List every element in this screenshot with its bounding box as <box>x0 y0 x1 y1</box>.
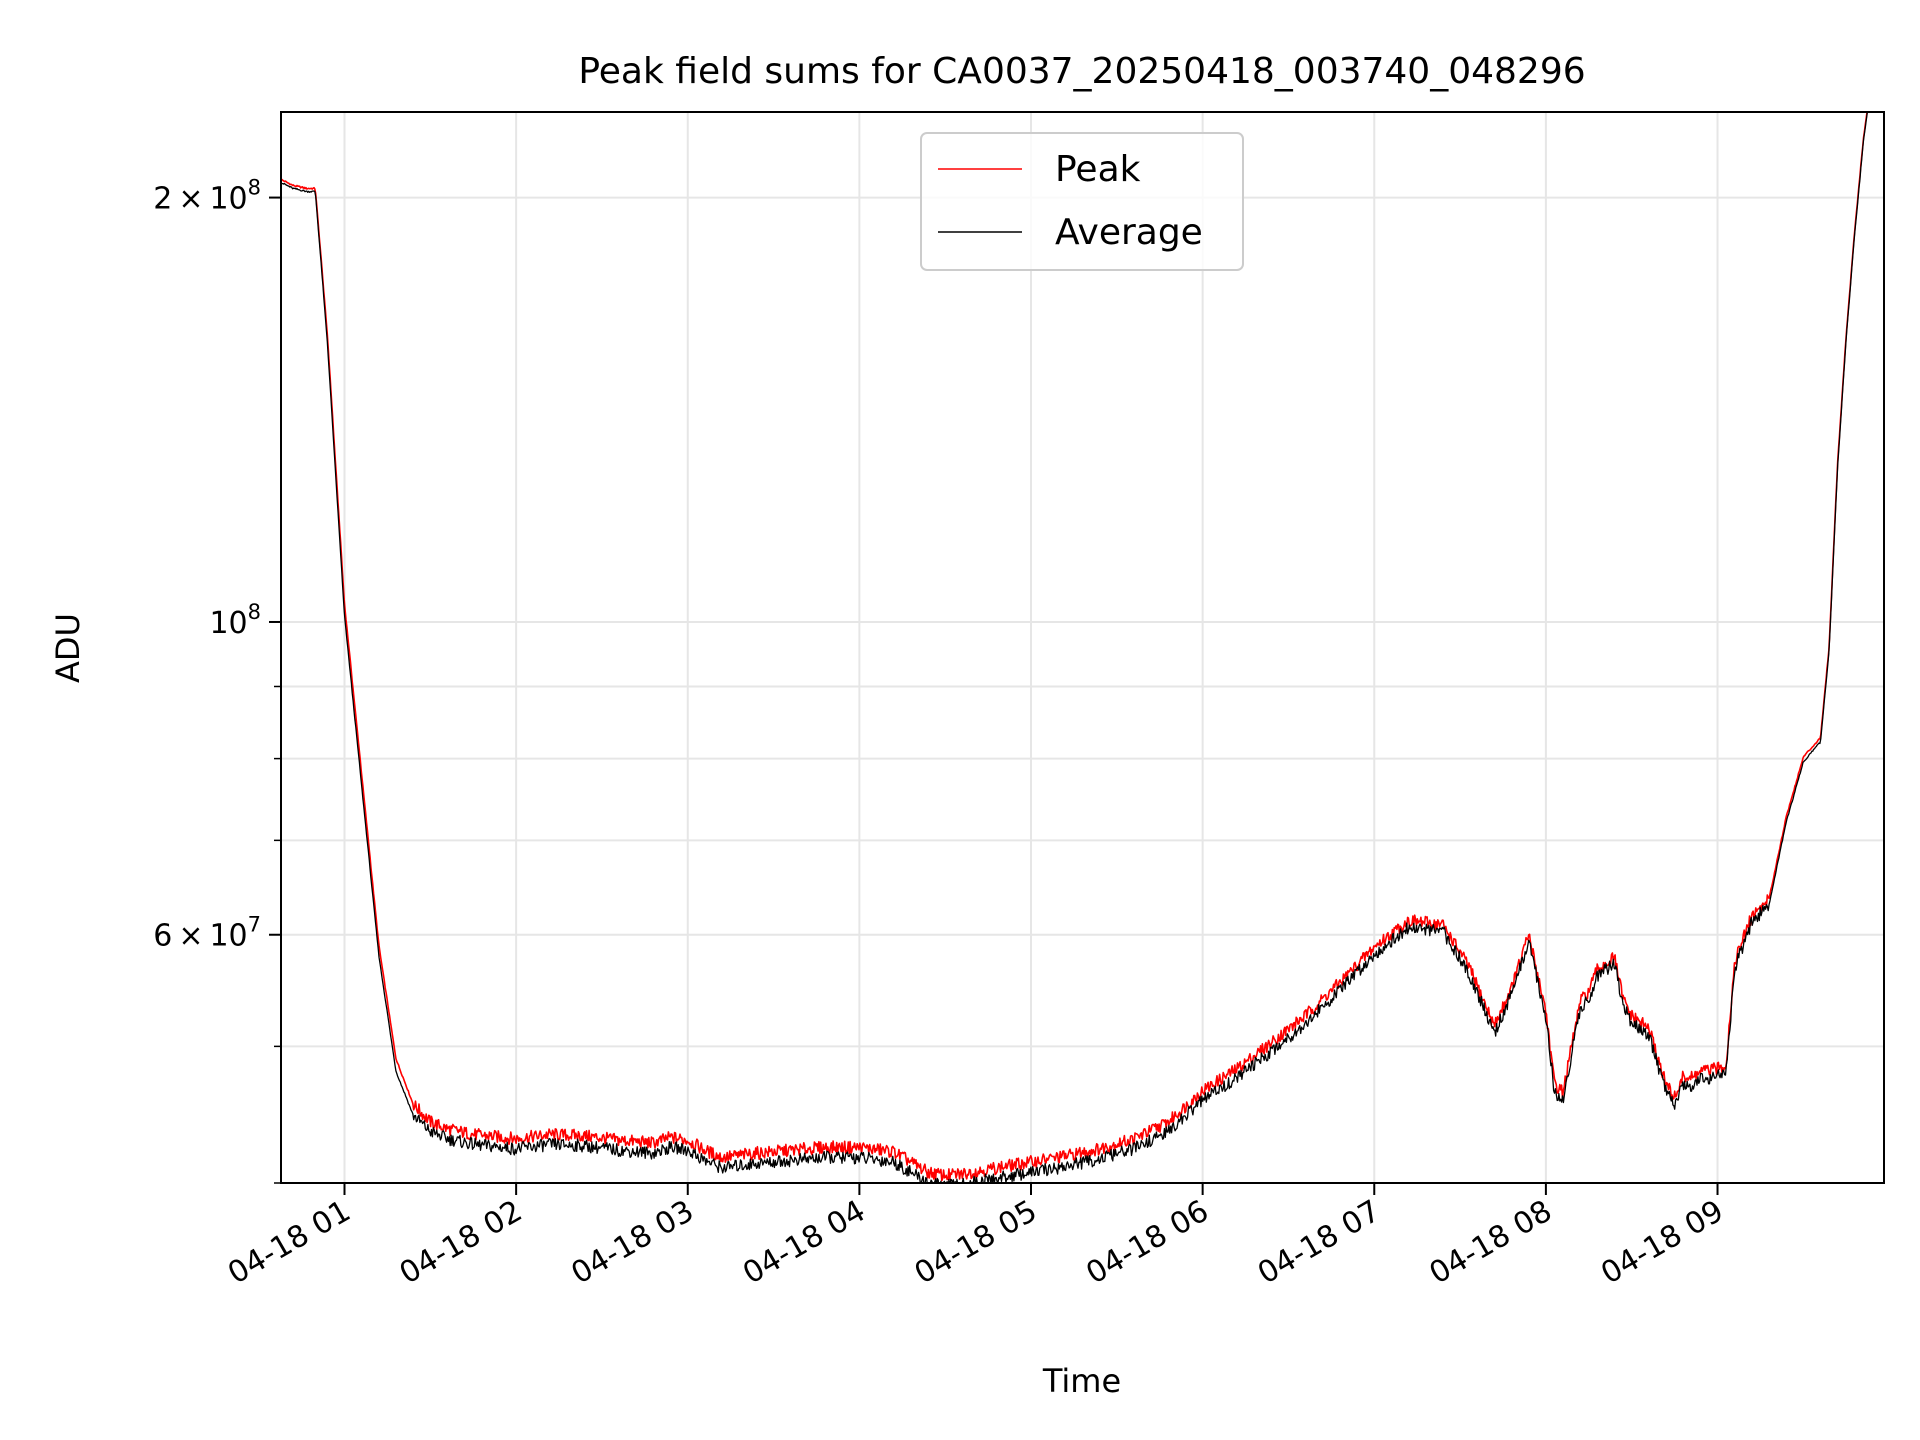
series-line-average <box>281 112 1869 1183</box>
legend: Peak Average <box>920 132 1244 271</box>
legend-average-label: Average <box>1055 212 1203 253</box>
y-tick-label: 2 × 108 <box>153 176 261 217</box>
y-tick-label: 108 <box>209 600 261 641</box>
y-axis-label: ADU <box>49 613 87 683</box>
x-axis-label: Time <box>1042 1362 1121 1400</box>
plot-area <box>280 111 1885 1184</box>
chart-title: Peak field sums for CA0037_20250418_0037… <box>578 51 1585 92</box>
plot-frame <box>280 111 1885 1184</box>
legend-peak-label: Peak <box>1055 149 1141 190</box>
series-line-peak <box>281 112 1868 1182</box>
y-axis: 2 × 108 108 6 × 107 <box>153 176 281 1184</box>
y-tick-label: 6 × 107 <box>153 913 261 954</box>
legend-box <box>920 132 1244 271</box>
